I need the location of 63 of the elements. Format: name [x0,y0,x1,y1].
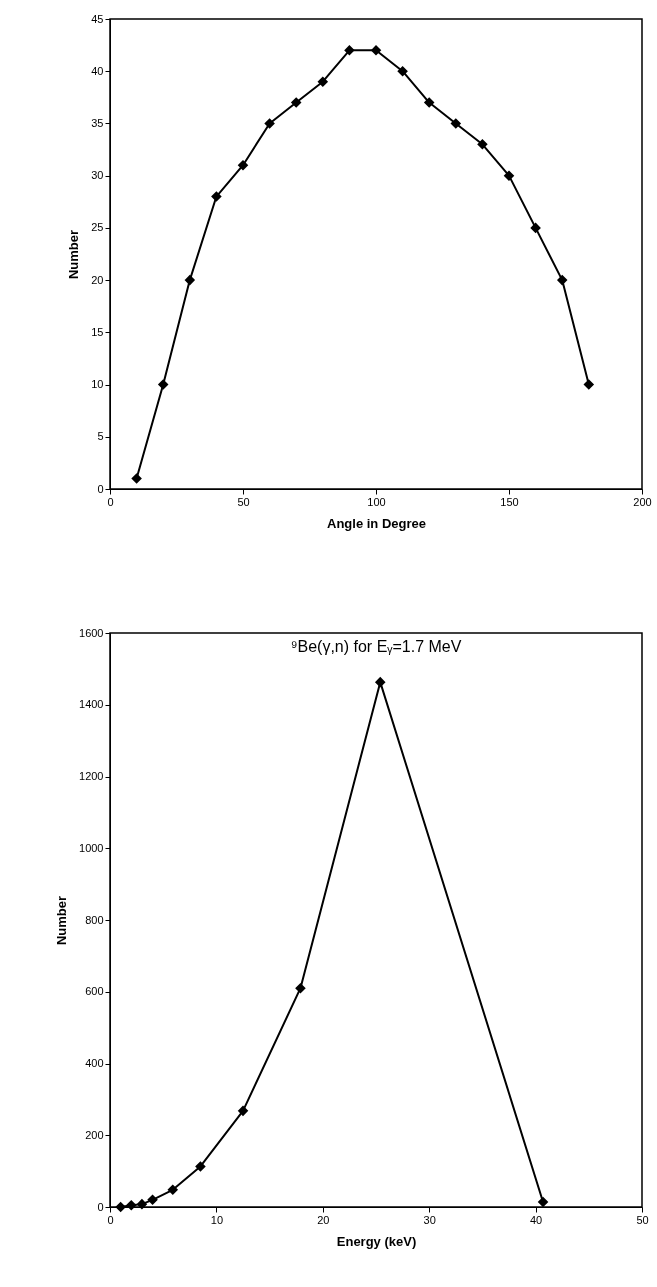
point [530,223,541,233]
x-tick-label: 150 [500,495,519,508]
y-tick-label: 1000 [79,841,104,854]
y-tick-label: 600 [85,985,104,998]
y-tick-label: 0 [97,1200,104,1213]
point [504,170,514,181]
point [557,275,568,285]
x-tick-label: 50 [237,495,250,508]
point [375,677,386,688]
y-tick-label: 15 [91,325,104,338]
point [583,379,594,390]
point [397,66,408,77]
x-tick-label: 0 [107,1213,114,1226]
point [295,983,306,994]
point [184,275,195,285]
point [344,45,355,56]
x-tick-label: 30 [423,1213,436,1226]
y-tick-label: 30 [91,169,104,182]
point [195,1161,206,1172]
y-tick-label: 1400 [79,698,104,711]
y-tick-label: 0 [97,482,104,495]
y-tick-label: 800 [85,913,104,926]
x-tick-label: 40 [529,1213,543,1226]
point [291,97,302,108]
y-tick-label: 1200 [79,770,104,782]
point [371,45,381,56]
point [424,97,435,108]
chart-title: ⁹Be(γ,n) for Eᵧ=1.7 MeV [290,638,462,655]
y-tick-label: 400 [85,1057,104,1069]
x-tick-label: 10 [210,1213,224,1226]
y-tick-label: 20 [91,273,104,286]
point [158,379,169,390]
y-tick-label: 5 [97,430,104,443]
y-tick-label: 40 [91,64,104,77]
x-tick-label: 100 [367,495,386,508]
point [137,1199,147,1209]
y-tick-label: 10 [91,378,104,391]
point [167,1184,178,1195]
point [126,1200,137,1211]
x-axis-title: Energy (keV) [336,1233,417,1249]
point [147,1194,158,1205]
point [450,118,461,129]
x-tick-label: 50 [636,1213,649,1226]
point [131,473,142,484]
point [211,191,222,202]
x-axis-title: Angle in Degree [327,515,426,531]
point [238,160,248,171]
y-tick-label: 200 [85,1128,104,1141]
y-tick-label: 35 [91,116,104,129]
point [238,1105,248,1116]
x-tick-label: 0 [107,495,114,508]
point [538,1197,548,1207]
y-axis-title: Number [54,895,70,946]
y-tick-label: 1600 [79,626,104,639]
point [115,1202,126,1212]
y-axis-title: Number [66,229,82,280]
y-tick-label: 45 [91,12,104,25]
x-tick-label: 20 [317,1213,330,1226]
y-tick-label: 25 [91,221,104,234]
point [264,118,275,129]
point [317,76,328,87]
x-tick-label: 200 [633,495,652,508]
point [477,139,488,150]
